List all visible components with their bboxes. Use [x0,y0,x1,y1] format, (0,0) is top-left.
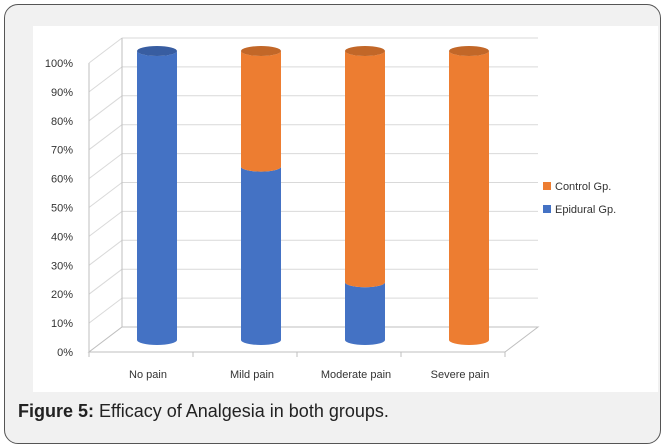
gridline-side [88,95,123,122]
x-tick-label: Mild pain [230,369,274,381]
y-tick-label: 10% [51,318,73,330]
chart-area: 0% 10% 20% 30% 40% 50% 60% 70% 80% 90% 100% No pain… [33,26,658,392]
bar-segment [241,51,281,172]
figure-caption: Figure 5: Efficacy of Analgesia in both … [18,401,389,422]
gridline-side [88,297,123,324]
y-tick-label: 30% [51,260,73,272]
gridline-side [88,211,123,237]
y-tick-label: 0% [57,347,73,359]
gridline-side [88,239,123,266]
bar-segment [137,51,177,345]
bar-segment [449,51,489,345]
gridline-side [88,37,123,64]
bar-segment [345,282,385,345]
gridline-side [88,268,123,295]
legend-label: Epidural Gp. [555,204,616,216]
chart-floor [87,326,540,353]
y-tick-label: 50% [51,203,73,215]
x-tick-label: Severe pain [431,369,490,381]
gridline-side [88,66,123,93]
bar-top-cap [137,46,177,56]
legend-swatch [543,205,551,213]
y-tick-label: 90% [51,87,73,99]
bar-chart: 0% 10% 20% 30% 40% 50% 60% 70% 80% 90% 100% No pain… [45,37,616,381]
y-tick-label: 70% [51,145,73,157]
y-tick-label: 100% [45,58,73,70]
y-tick-label: 60% [51,174,73,186]
bar-top-cap [241,46,281,56]
y-tick-label: 40% [51,231,73,243]
x-tick-label: Moderate pain [321,369,391,381]
bar-top-cap [345,46,385,56]
caption-label: Figure 5: [18,401,95,421]
legend-swatch [543,182,551,190]
x-tick-label: No pain [129,369,167,381]
caption-text: Efficacy of Analgesia in both groups. [94,401,389,421]
gridline-side [88,124,123,151]
y-tick-label: 80% [51,116,73,128]
bar-segment [345,51,385,288]
y-tick-label: 20% [51,289,73,301]
legend-label: Control Gp. [555,181,611,193]
gridline-side [88,153,123,179]
bar-top-cap [449,46,489,56]
bar-segment [241,166,281,345]
gridline-side [88,182,123,208]
